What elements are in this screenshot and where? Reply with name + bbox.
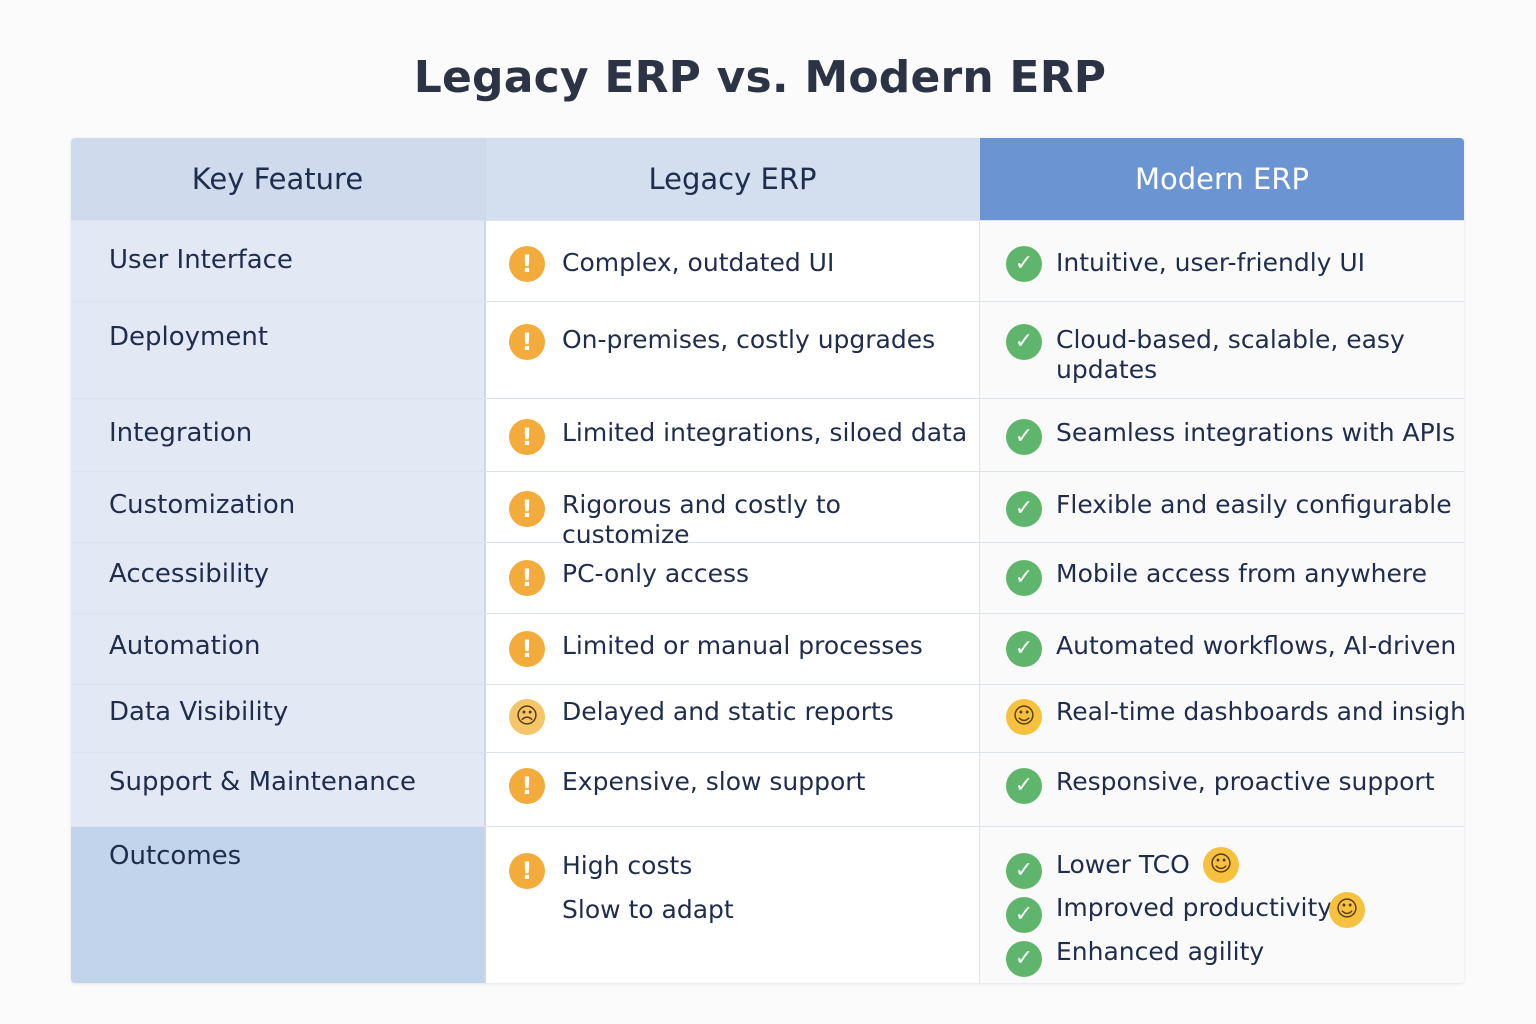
table-header-row: Key Feature Legacy ERP Modern ERP: [71, 138, 1464, 221]
feature-cell: Outcomes: [71, 827, 486, 983]
check-icon: ✓: [1006, 324, 1042, 360]
warning-icon: !: [509, 631, 545, 667]
legacy-text: PC-only access: [562, 559, 750, 588]
feature-label: Data Visibility: [109, 697, 289, 727]
header-key-feature: Key Feature: [71, 138, 486, 220]
modern-cell: ✓ Flexible and easily configurable: [980, 472, 1464, 542]
check-icon: ✓: [1006, 853, 1042, 889]
modern-text: Flexible and easily configurable: [1056, 490, 1452, 519]
feature-cell: Data Visibility: [71, 685, 486, 752]
modern-outcome-item: Lower TCO: [1056, 850, 1190, 879]
modern-cell: ✓ Intuitive, user-friendly UI: [980, 221, 1464, 301]
table-row: Support & Maintenance ! Expensive, slow …: [71, 753, 1464, 827]
feature-label: Outcomes: [109, 841, 242, 871]
modern-cell: ☺ Real-time dashboards and insights: [980, 685, 1464, 752]
legacy-outcome-item: Slow to adapt: [562, 895, 734, 924]
feature-cell: Support & Maintenance: [71, 753, 486, 826]
modern-cell: ✓ Seamless integrations with APIs: [980, 399, 1464, 471]
check-icon: ✓: [1006, 768, 1042, 804]
outcomes-row: Outcomes ! High costs Slow to adapt ✓ Lo…: [71, 827, 1464, 983]
modern-outcome-item: Enhanced agility: [1056, 937, 1265, 966]
feature-cell: Deployment: [71, 302, 486, 398]
modern-cell: ✓ Mobile access from anywhere: [980, 543, 1464, 613]
warning-icon: !: [509, 491, 545, 527]
modern-text: Real-time dashboards and insights: [1056, 697, 1464, 726]
warning-icon: !: [509, 560, 545, 596]
feature-cell: Integration: [71, 399, 486, 471]
legacy-cell: ! Expensive, slow support: [486, 753, 980, 826]
feature-cell: User Interface: [71, 221, 486, 301]
legacy-text: Limited or manual processes: [562, 631, 923, 660]
legacy-text: Complex, outdated UI: [562, 248, 835, 277]
legacy-cell: ! Limited or manual processes: [486, 614, 980, 684]
feature-cell: Accessibility: [71, 543, 486, 613]
legacy-text: Expensive, slow support: [562, 767, 866, 796]
modern-outcomes-cell: ✓ Lower TCO ☺ ✓ Improved productivity ☺ …: [980, 827, 1464, 983]
table-row: Customization ! Rigorous and costly to c…: [71, 472, 1464, 549]
feature-label: Customization: [109, 490, 296, 520]
warning-icon: !: [509, 768, 545, 804]
warning-icon: !: [509, 419, 545, 455]
table-row: User Interface ! Complex, outdated UI ✓ …: [71, 221, 1464, 302]
table-row: Integration ! Limited integrations, silo…: [71, 399, 1464, 472]
check-icon: ✓: [1006, 246, 1042, 282]
check-icon: ✓: [1006, 560, 1042, 596]
check-icon: ✓: [1006, 491, 1042, 527]
check-icon: ✓: [1006, 941, 1042, 977]
modern-cell: ✓ Responsive, proactive support: [980, 753, 1464, 826]
modern-cell: ✓ Automated workflows, AI-driven: [980, 614, 1464, 684]
smile-emoji-icon: ☺: [1203, 847, 1239, 883]
legacy-cell: ! Limited integrations, siloed data: [486, 399, 980, 471]
feature-label: User Interface: [109, 245, 293, 275]
legacy-cell: ! PC-only access: [486, 543, 980, 613]
smile-emoji-icon: ☺: [1329, 892, 1365, 928]
feature-label: Automation: [109, 631, 261, 661]
table-row: Data Visibility ☹ Delayed and static rep…: [71, 685, 1464, 753]
feature-label: Accessibility: [109, 559, 269, 589]
header-modern-erp: Modern ERP: [980, 138, 1464, 220]
legacy-text: Rigorous and costly to customize: [562, 490, 841, 549]
legacy-text: Limited integrations, siloed data: [562, 418, 968, 447]
frown-emoji-icon: ☹: [509, 699, 545, 735]
table-row: Deployment ! On-premises, costly upgrade…: [71, 302, 1464, 399]
modern-text: Seamless integrations with APIs: [1056, 418, 1456, 447]
feature-label: Support & Maintenance: [109, 767, 417, 797]
legacy-cell: ! Complex, outdated UI: [486, 221, 980, 301]
table-row: Accessibility ! PC-only access ✓ Mobile …: [71, 543, 1464, 614]
page-title: Legacy ERP vs. Modern ERP: [413, 52, 1107, 103]
surprised-emoji-icon: ☺: [1006, 699, 1042, 735]
check-icon: ✓: [1006, 631, 1042, 667]
check-icon: ✓: [1006, 897, 1042, 933]
legacy-text: On-premises, costly upgrades: [562, 325, 936, 354]
modern-text: Intuitive, user-friendly UI: [1056, 248, 1366, 277]
modern-text: Responsive, proactive support: [1056, 767, 1435, 796]
legacy-outcomes-cell: ! High costs Slow to adapt: [486, 827, 980, 983]
legacy-text: Delayed and static reports: [562, 697, 894, 726]
warning-icon: !: [509, 853, 545, 889]
legacy-outcome-item: High costs: [562, 851, 693, 880]
feature-cell: Automation: [71, 614, 486, 684]
legacy-cell: ! Rigorous and costly to customize: [486, 472, 980, 549]
feature-label: Deployment: [109, 322, 269, 352]
warning-icon: !: [509, 324, 545, 360]
modern-text: Cloud-based, scalable, easy updates: [1056, 325, 1405, 384]
comparison-table: Key Feature Legacy ERP Modern ERP User I…: [71, 138, 1464, 983]
check-icon: ✓: [1006, 419, 1042, 455]
legacy-cell: ! On-premises, costly upgrades: [486, 302, 980, 398]
modern-text: Automated workflows, AI-driven: [1056, 631, 1457, 660]
modern-text: Mobile access from anywhere: [1056, 559, 1428, 588]
header-legacy-erp: Legacy ERP: [486, 138, 980, 220]
feature-label: Integration: [109, 418, 253, 448]
table-row: Automation ! Limited or manual processes…: [71, 614, 1464, 685]
modern-cell: ✓ Cloud-based, scalable, easy updates: [980, 302, 1464, 398]
warning-icon: !: [509, 246, 545, 282]
modern-outcome-item: Improved productivity: [1056, 893, 1333, 922]
feature-cell: Customization: [71, 472, 486, 542]
legacy-cell: ☹ Delayed and static reports: [486, 685, 980, 752]
